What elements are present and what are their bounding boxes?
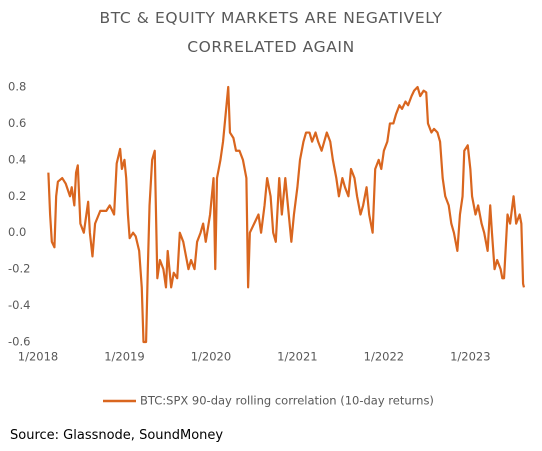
x-tick-label: 1/2021 — [277, 350, 317, 364]
source-note: Source: Glassnode, SoundMoney — [10, 428, 224, 443]
x-tick-label: 1/2020 — [191, 350, 231, 364]
x-tick-label: 1/2023 — [450, 350, 490, 364]
y-tick-label: 0.0 — [8, 225, 26, 239]
chart-title: BTC & EQUITY MARKETS ARE NEGATIVELY CORR… — [99, 9, 443, 56]
x-tick-label: 1/2019 — [104, 350, 144, 364]
y-tick-label: -0.4 — [8, 298, 30, 312]
x-tick-label: 1/2018 — [18, 350, 58, 364]
x-tick-label: 1/2022 — [364, 350, 404, 364]
y-tick-label: -0.2 — [8, 262, 30, 276]
y-tick-label: 0.2 — [8, 189, 26, 203]
y-tick-label: 0.8 — [8, 80, 26, 94]
y-tick-label: -0.6 — [8, 335, 30, 349]
y-tick-label: 0.4 — [8, 152, 26, 166]
data-line — [47, 85, 526, 344]
y-tick-label: 0.6 — [8, 116, 26, 130]
legend-label: BTC:SPX 90-day rolling correlation (10-d… — [140, 394, 434, 408]
